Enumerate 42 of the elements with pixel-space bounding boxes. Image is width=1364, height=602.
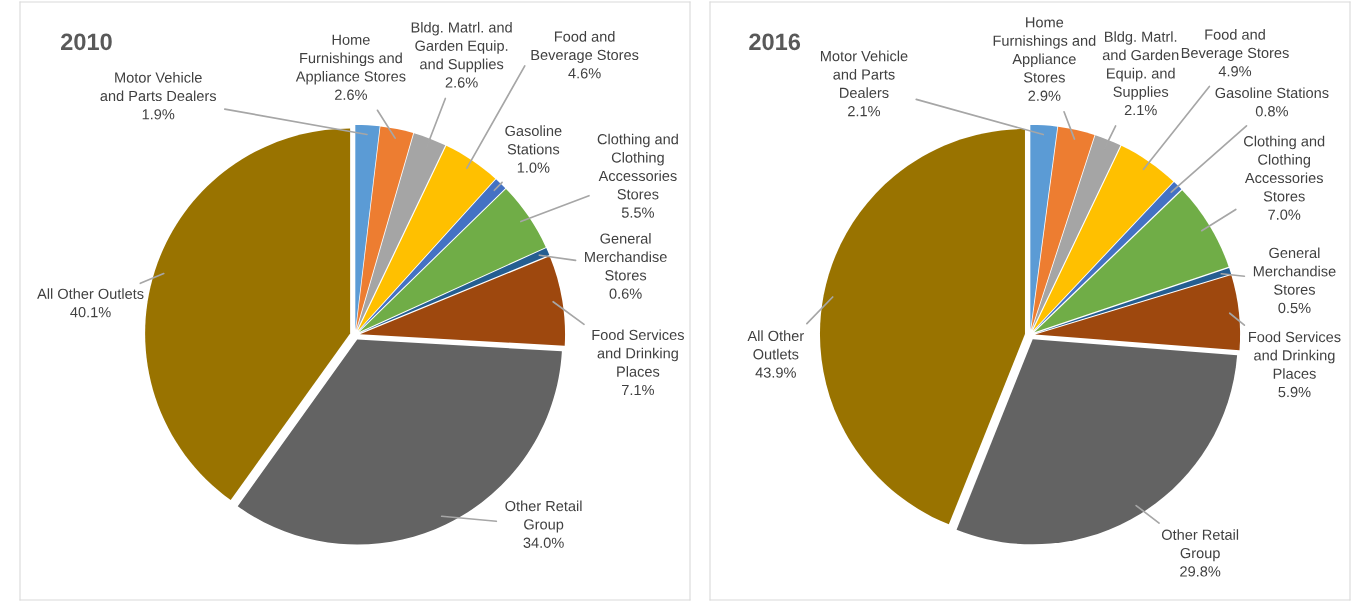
slice-label: Clothing and Clothing Accessories Stores: [1244, 135, 1325, 202]
text: 2016: [749, 33, 801, 51]
data-label: 2.9%: [1028, 90, 1061, 101]
slice-label: Motor Vehicle and Parts Dealers: [820, 50, 908, 98]
data-label: 29.8%: [1180, 566, 1221, 577]
data-label: 7.0%: [1268, 209, 1301, 220]
data-label: 34.0%: [523, 537, 564, 548]
data-label: 5.9%: [1278, 386, 1311, 398]
slice-label: Food and Beverage Stores: [1181, 29, 1289, 61]
slice-label: Home Furnishings and Appliance Stores: [993, 17, 1096, 83]
data-label: 0.5%: [1278, 302, 1311, 314]
slice-label: General Merchandise Stores: [1253, 247, 1336, 295]
slice-label: Other Retail Group: [505, 500, 582, 533]
data-label: 4.6%: [568, 68, 601, 79]
data-label: 5.5%: [621, 207, 654, 218]
slice-label: Bldg. Matrl. and Garden Equip. and Supplies: [1102, 31, 1179, 100]
slice-label: Food Services and Drinking Places: [592, 329, 684, 377]
data-label: 40.1%: [70, 307, 111, 318]
slice-label: Home Furnishings and Appliance Stores: [295, 34, 406, 85]
data-label: 2.1%: [1124, 104, 1157, 116]
slice-label: Motor Vehicle and Parts Dealers: [100, 72, 217, 102]
slice-label: All Other Outlets: [37, 288, 144, 299]
data-label: 2.1%: [848, 106, 881, 117]
chart-title: 2010: [61, 33, 112, 51]
data-label: 2.6%: [445, 77, 478, 88]
slice-label: Other Retail Group: [1161, 529, 1239, 562]
slice-label: Bldg. Matrl. and Garden Equip. and Supplies: [411, 21, 512, 73]
slice-label: Clothing and Clothing Accessories Stores: [597, 133, 678, 200]
data-label: 43.9%: [755, 367, 796, 378]
data-label: 0.6%: [609, 288, 642, 299]
slice-label: Gasoline Stations: [1215, 87, 1329, 99]
data-label: 7.1%: [622, 384, 654, 396]
slice-label: General Merchandise Stores: [585, 233, 667, 281]
slice-label: Food and Beverage Stores: [531, 31, 639, 63]
slice-label: Gasoline Stations: [505, 125, 562, 155]
data-label: 2.6%: [335, 89, 367, 100]
data-label: 0.8%: [1255, 106, 1288, 117]
data-label: 1.9%: [142, 109, 175, 120]
data-label: 1.0%: [517, 162, 550, 173]
slice-label: All Other Outlets: [747, 330, 804, 360]
data-label: 4.9%: [1218, 66, 1252, 77]
slice-label: Food Services and Drinking Places: [1249, 331, 1341, 379]
